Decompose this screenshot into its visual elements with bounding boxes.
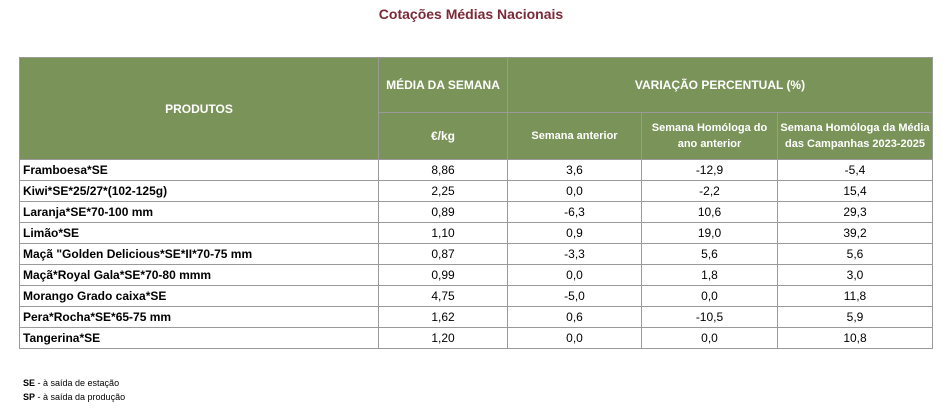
table-row: Laranja*SE*70-100 mm 0,89 -6,3 10,6 29,3 xyxy=(19,201,933,223)
header-week-average: MÉDIA DA SEMANA xyxy=(378,57,508,113)
same-week-last-year-cell: -2,2 xyxy=(641,180,778,202)
table-row: Maçã "Golden Delicious*SE*II*70-75 mm 0,8… xyxy=(19,243,933,265)
table-row: Kiwi*SE*25/27*(102-125g) 2,25 0,0 -2,2 15,4 xyxy=(19,180,933,202)
average-cell: 8,86 xyxy=(378,159,508,181)
product-cell: Maçã "Golden Delicious*SE*II*70-75 mm xyxy=(19,243,379,265)
average-cell: 1,62 xyxy=(378,306,508,328)
same-week-last-year-cell: 5,6 xyxy=(641,243,778,265)
average-cell: 1,10 xyxy=(378,222,508,244)
previous-week-cell: 0,0 xyxy=(507,327,642,349)
same-week-campaigns-cell: 39,2 xyxy=(777,222,933,244)
footnote-text: - à saída de estação xyxy=(35,378,120,388)
previous-week-cell: -3,3 xyxy=(507,243,642,265)
price-table: PRODUTOS MÉDIA DA SEMANA VARIAÇÃO PERCEN… xyxy=(19,57,933,349)
footnote-key: SP xyxy=(23,392,36,402)
header-unit: €/kg xyxy=(378,112,508,160)
same-week-last-year-cell: 0,0 xyxy=(641,285,778,307)
previous-week-cell: 0,0 xyxy=(507,264,642,286)
average-cell: 0,87 xyxy=(378,243,508,265)
footnote-text: - à saída da produção xyxy=(35,392,126,402)
same-week-last-year-cell: 1,8 xyxy=(641,264,778,286)
table-row: Morango Grado caixa*SE 4,75 -5,0 0,0 11,8 xyxy=(19,285,933,307)
table-row: Tangerina*SE 1,20 0,0 0,0 10,8 xyxy=(19,327,933,349)
header-same-week-last-year: Semana Homóloga do ano anterior xyxy=(641,112,778,160)
footnotes: SE - à saída de estação SP - à saída da … xyxy=(23,376,125,404)
average-cell: 4,75 xyxy=(378,285,508,307)
same-week-last-year-cell: -12,9 xyxy=(641,159,778,181)
header-same-week-campaigns: Semana Homóloga da Média das Campanhas 2… xyxy=(777,112,933,160)
average-cell: 0,99 xyxy=(378,264,508,286)
footnote-sp: SP - à saída da produção xyxy=(23,390,125,404)
same-week-campaigns-cell: 5,6 xyxy=(777,243,933,265)
table-row: Pera*Rocha*SE*65-75 mm 1,62 0,6 -10,5 5,9 xyxy=(19,306,933,328)
same-week-last-year-cell: -10,5 xyxy=(641,306,778,328)
header-products: PRODUTOS xyxy=(19,57,379,160)
average-cell: 0,89 xyxy=(378,201,508,223)
product-cell: Pera*Rocha*SE*65-75 mm xyxy=(19,306,379,328)
previous-week-cell: 0,6 xyxy=(507,306,642,328)
same-week-last-year-cell: 10,6 xyxy=(641,201,778,223)
same-week-last-year-cell: 19,0 xyxy=(641,222,778,244)
same-week-campaigns-cell: 10,8 xyxy=(777,327,933,349)
previous-week-cell: -6,3 xyxy=(507,201,642,223)
header-previous-week-label: Semana anterior xyxy=(531,130,618,142)
previous-week-cell: 0,9 xyxy=(507,222,642,244)
product-cell: Framboesa*SE xyxy=(19,159,379,181)
same-week-campaigns-cell: 29,3 xyxy=(777,201,933,223)
same-week-campaigns-cell: 5,9 xyxy=(777,306,933,328)
table-row: Maçã*Royal Gala*SE*70-80 mmm 0,99 0,0 1,8 3,… xyxy=(19,264,933,286)
product-cell: Morango Grado caixa*SE xyxy=(19,285,379,307)
average-cell: 2,25 xyxy=(378,180,508,202)
header-variation: VARIAÇÃO PERCENTUAL (%) xyxy=(507,57,933,113)
product-cell: Limão*SE xyxy=(19,222,379,244)
footnote-se: SE - à saída de estação xyxy=(23,376,125,390)
same-week-campaigns-cell: 3,0 xyxy=(777,264,933,286)
footnote-key: SE xyxy=(23,378,36,388)
table-row: Limão*SE 1,10 0,9 19,0 39,2 xyxy=(19,222,933,244)
previous-week-cell: -5,0 xyxy=(507,285,642,307)
page-title: Cotações Médias Nacionais xyxy=(378,6,564,22)
header-previous-week: Semana anterior xyxy=(507,112,642,160)
previous-week-cell: 3,6 xyxy=(507,159,642,181)
product-cell: Maçã*Royal Gala*SE*70-80 mmm xyxy=(19,264,379,286)
average-cell: 1,20 xyxy=(378,327,508,349)
product-cell: Laranja*SE*70-100 mm xyxy=(19,201,379,223)
same-week-campaigns-cell: 15,4 xyxy=(777,180,933,202)
same-week-campaigns-cell: 11,8 xyxy=(777,285,933,307)
same-week-last-year-cell: 0,0 xyxy=(641,327,778,349)
product-cell: Tangerina*SE xyxy=(19,327,379,349)
previous-week-cell: 0,0 xyxy=(507,180,642,202)
same-week-campaigns-cell: -5,4 xyxy=(777,159,933,181)
product-cell: Kiwi*SE*25/27*(102-125g) xyxy=(19,180,379,202)
table-row: Framboesa*SE 8,86 3,6 -12,9 -5,4 xyxy=(19,159,933,181)
